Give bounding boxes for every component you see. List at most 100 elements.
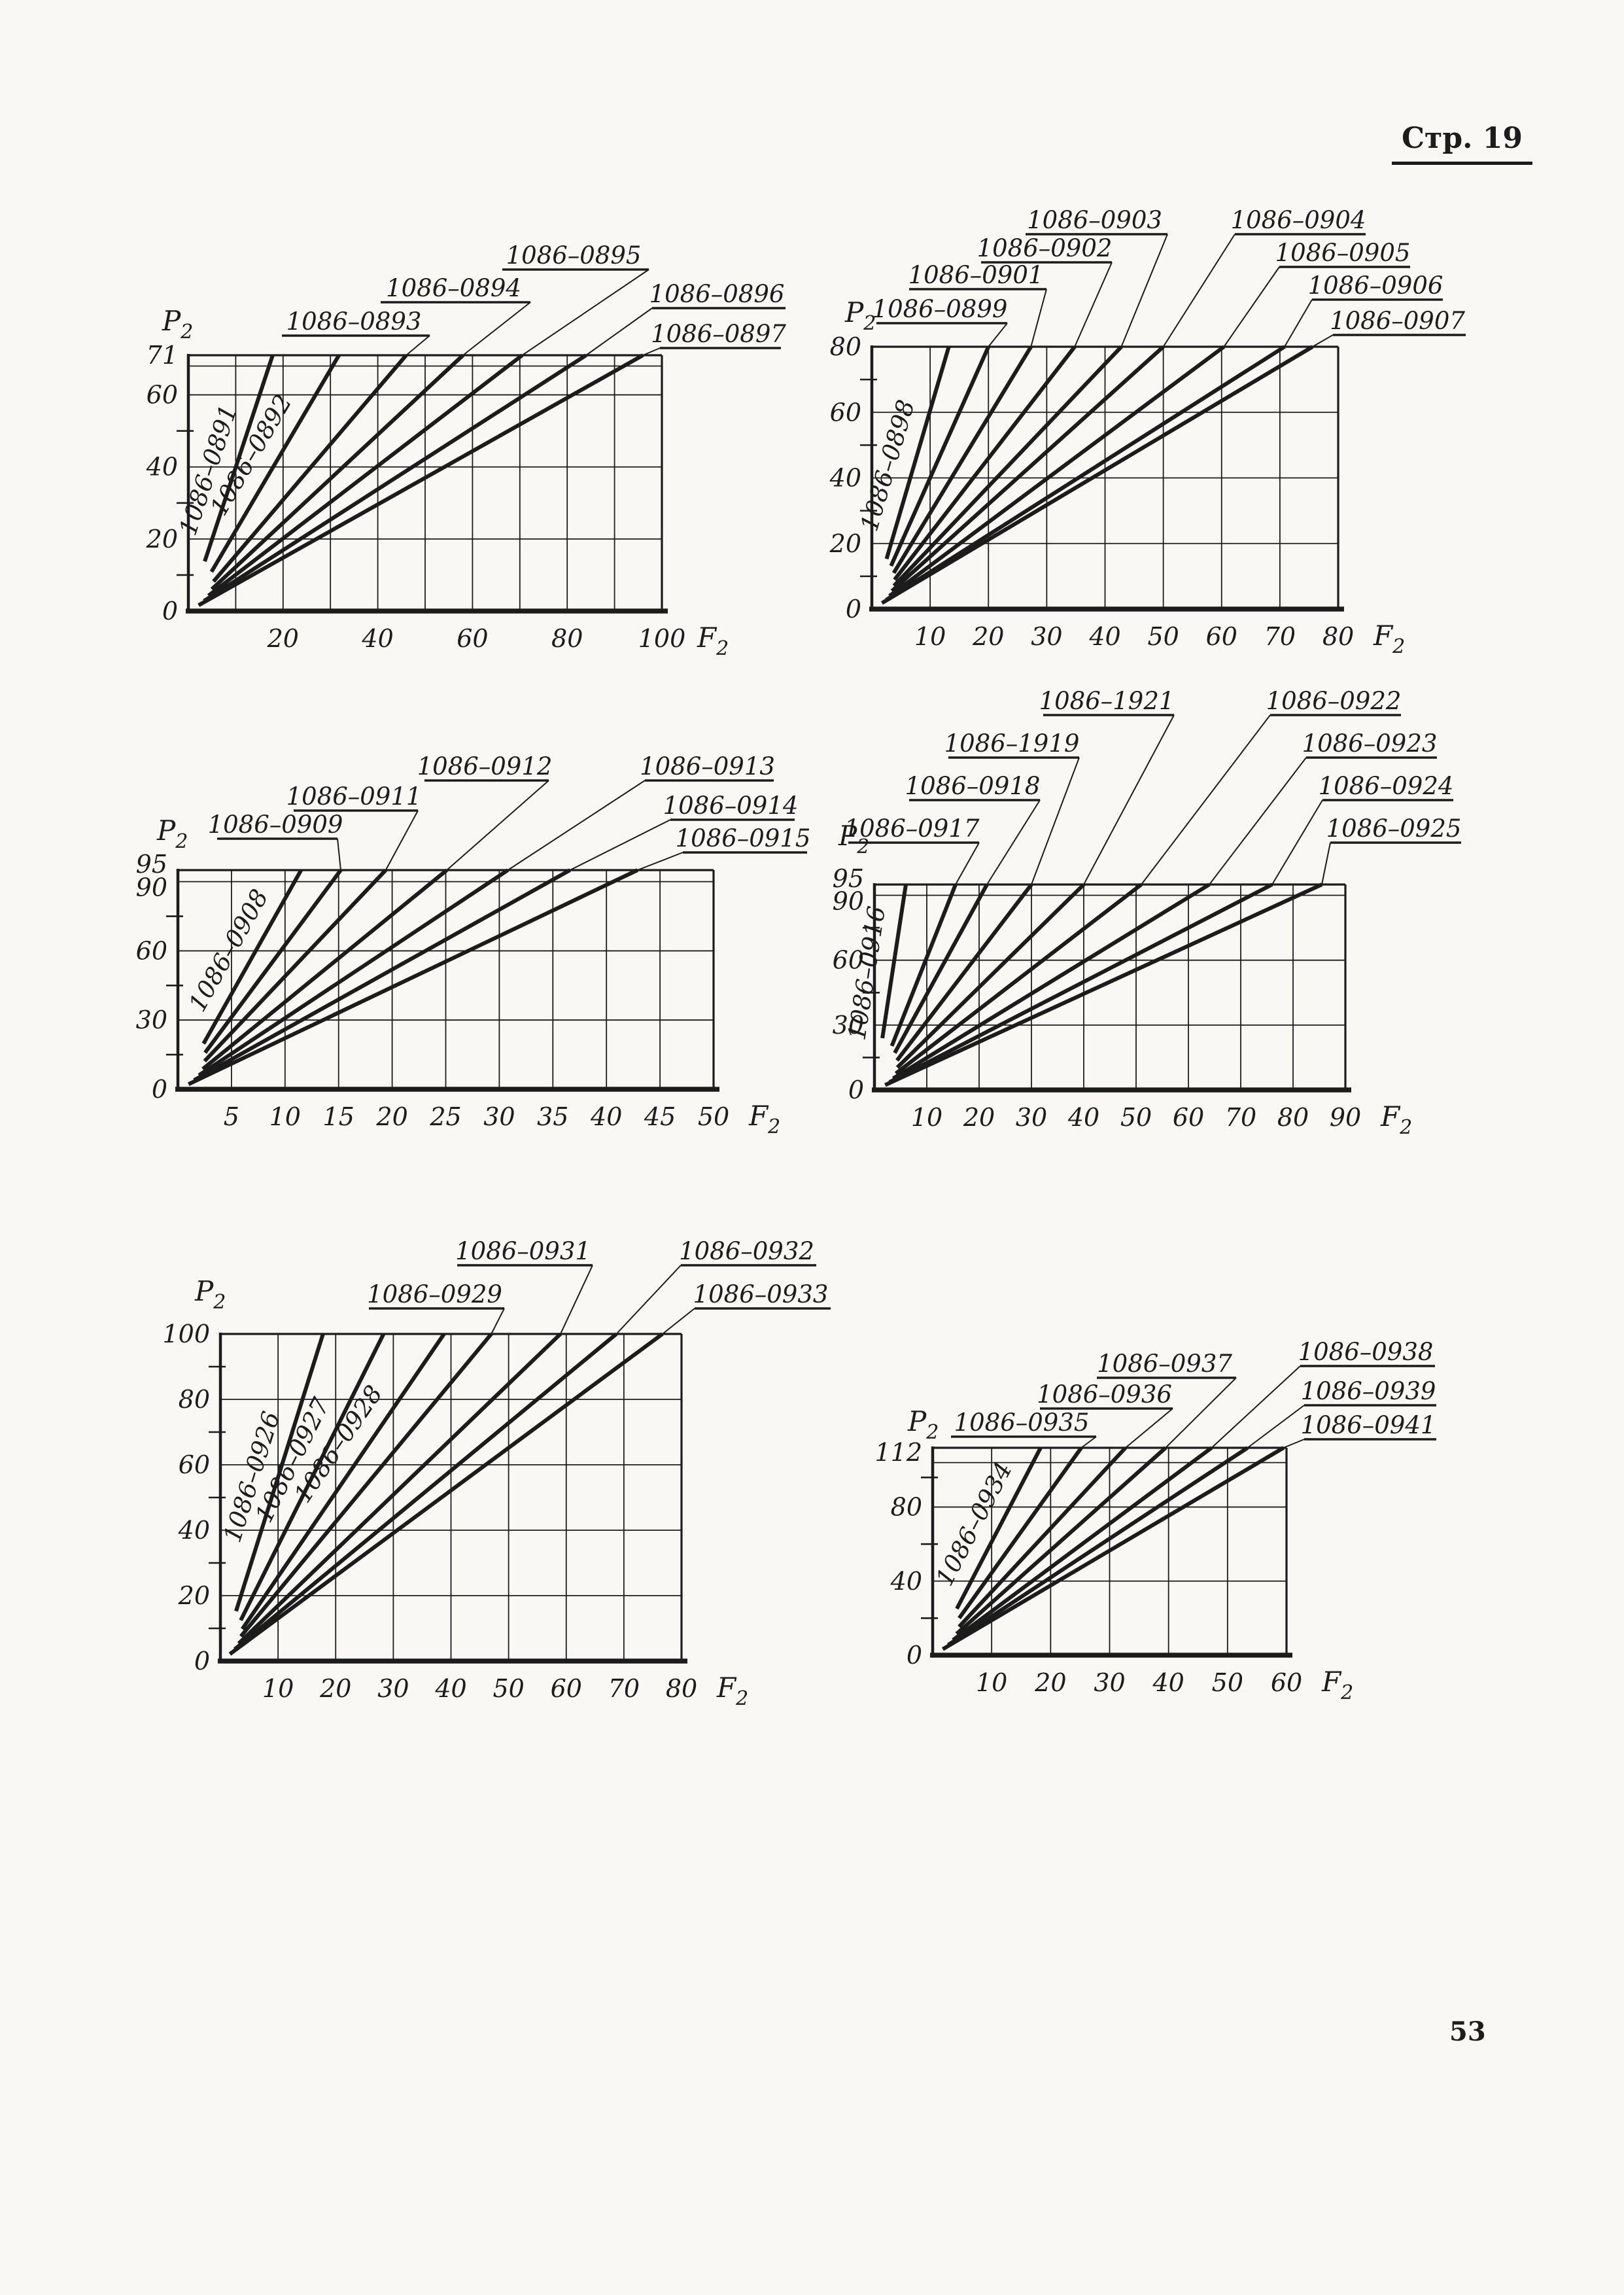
series-callout-label: 1086–0939 [1301,1377,1436,1405]
y-tick-label: 71 [147,341,178,370]
x-tick-label: 40 [1152,1668,1184,1697]
x-tick-label: 80 [1322,622,1354,651]
series-callout-label: 1086–0904 [1231,206,1366,234]
series-line [890,345,1165,593]
x-tick-label: 25 [429,1102,461,1131]
x-tick-label: 60 [1206,622,1237,651]
y-axis-label: P2 [156,815,188,853]
y-tick-label: 40 [890,1567,922,1596]
callout-leader [1283,1439,1305,1448]
series-line [880,884,908,1039]
series-line [209,354,341,573]
series-line [895,883,1033,1062]
callout-leader [1312,334,1334,347]
y-tick-label: 90 [833,887,864,916]
series-callout-label: 1086–0917 [844,815,980,843]
series-line [891,883,1211,1081]
series-callout-label: 1086–1919 [944,729,1080,758]
x-tick-label: 30 [1031,622,1062,651]
series-callout-label: 1086–0923 [1302,729,1438,758]
x-tick-label: 70 [608,1674,640,1703]
x-tick-label: 30 [377,1674,409,1703]
y-tick-label: 0 [152,1075,167,1104]
series-inline-label: 1086–0934 [930,1458,1018,1590]
series-callout-label: 1086–1921 [1039,687,1175,715]
x-tick-label: 20 [267,624,299,653]
x-tick-label: 80 [551,624,583,653]
callout-leader [1247,1405,1305,1448]
series-line [894,883,1143,1076]
series-line [955,1446,1167,1636]
x-tick-label: 30 [483,1102,515,1131]
x-tick-label: 60 [551,1674,582,1703]
series-callout-label: 1086–0936 [1037,1380,1172,1409]
y-tick-label: 60 [833,946,864,975]
series-line [239,1333,386,1621]
callout-leader [1223,266,1280,347]
series-callout-label: 1086–0901 [908,261,1044,289]
series-line [888,883,1273,1084]
y-tick-label: 112 [874,1438,922,1467]
y-tick-label: 0 [194,1647,210,1675]
series-line [884,346,951,560]
y-tick-label: 30 [136,1006,167,1034]
callout-leader [1321,842,1331,885]
x-tick-label: 20 [972,622,1004,651]
series-callout-label: 1086–0895 [506,241,642,270]
x-tick-label: 60 [1173,1103,1204,1132]
callout-leader [560,1265,593,1335]
x-axis-label: F2 [748,1100,780,1138]
series-callout-label: 1086–0912 [417,752,553,780]
y-axis-label: P2 [907,1405,939,1444]
callout-leader [662,1308,695,1335]
x-tick-label: 60 [1271,1668,1302,1697]
y-tick-label: 40 [178,1516,210,1545]
y-tick-label: 40 [829,464,861,493]
x-axis-label: F2 [1380,1100,1412,1139]
series-line [187,868,638,1086]
series-callout-label: 1086–0911 [286,782,422,811]
callout-leader [406,335,430,356]
series-line [198,353,644,607]
callout-leader [446,780,549,871]
y-tick-label: 60 [147,381,178,410]
x-tick-label: 40 [590,1102,622,1131]
series-callout-label: 1086–0914 [663,792,799,820]
series-line [885,345,1286,602]
series-callout-label: 1086–0909 [208,811,343,839]
x-tick-label: 100 [638,624,686,653]
series-callout-label: 1086–0907 [1330,307,1465,335]
series-callout-label: 1086–0933 [693,1280,829,1308]
series-line [958,1446,1128,1628]
y-tick-label: 40 [146,453,178,482]
x-tick-label: 20 [375,1102,407,1131]
callout-leader [570,819,671,871]
series-line [198,868,510,1077]
callout-leader [385,810,419,871]
series-inline-label: 1086–0898 [855,396,920,534]
y-tick-label: 20 [178,1581,210,1610]
callout-leader [1031,757,1080,885]
callout-leader [1030,289,1047,347]
y-axis-label: P2 [838,820,869,858]
y-tick-label: 100 [162,1320,210,1348]
callout-leader [637,852,683,871]
x-tick-label: 40 [1067,1103,1099,1132]
series-line [893,883,989,1054]
callout-leader [1083,714,1175,885]
series-line [228,1332,664,1656]
series-callout-label: 1086–0905 [1275,239,1411,267]
y-tick-label: 95 [136,850,167,879]
y-axis-label: P2 [194,1275,226,1314]
chart-1086-0934-0941: 112 80 40 0 10 20 30 40 50 60 F2 P2 1086–0934 1086–09… [874,1338,1436,1704]
series-callout-label: 1086–0893 [286,307,422,336]
y-tick-label: 80 [830,332,861,361]
series-line [203,869,343,1054]
callout-leader [521,269,649,356]
callout-leader [1080,1436,1097,1448]
x-tick-label: 20 [963,1103,995,1132]
series-line [891,345,1033,574]
